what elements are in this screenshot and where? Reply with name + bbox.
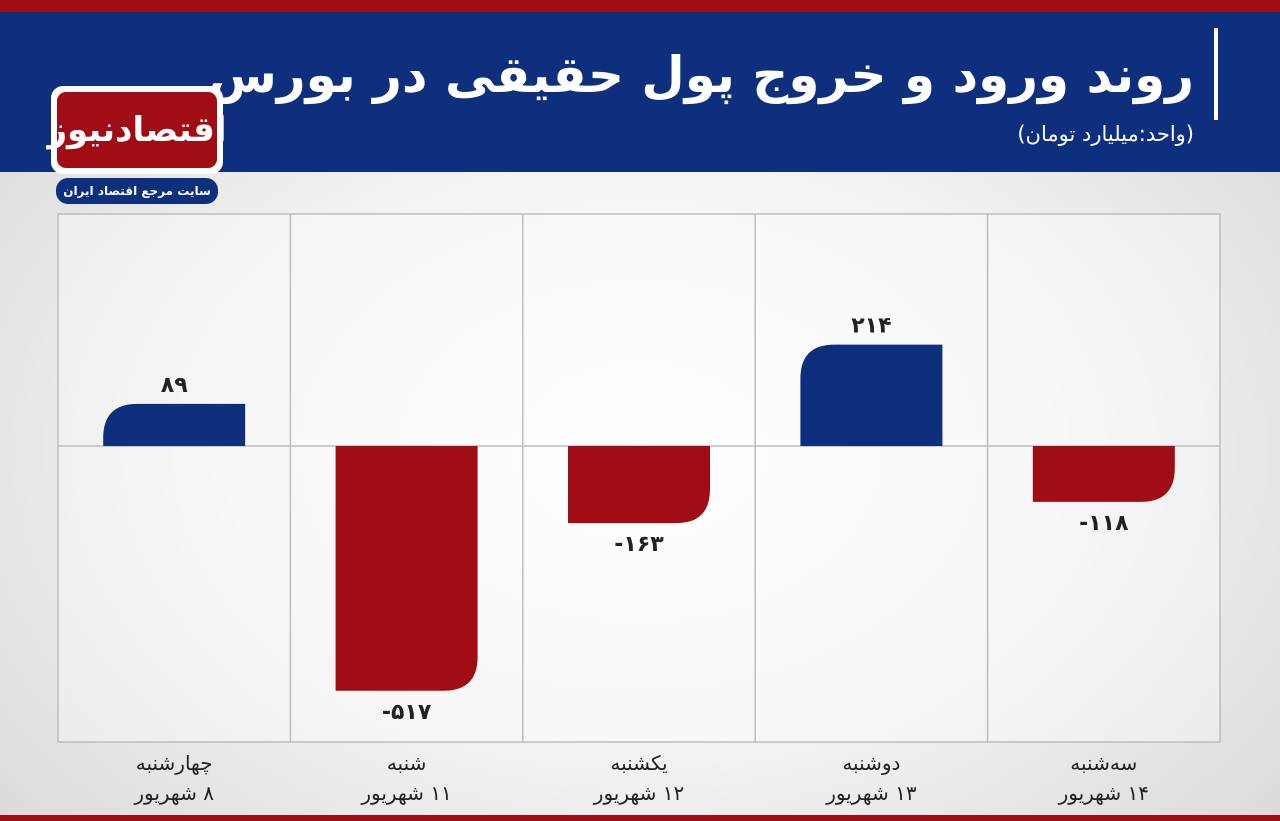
bar-5: [1032, 446, 1175, 502]
bar-value-label-4: ۲۱۴: [851, 314, 891, 339]
bar-value-label-1: ۸۹: [161, 373, 188, 398]
logo-badge: اقتصادنیوز: [47, 92, 227, 168]
bottom-accent-strip: [0, 815, 1280, 821]
chart-title: روند ورود و خروج پول حقیقی در بورس: [207, 46, 1194, 104]
category-date-label-5: ۱۴ شهریور: [1058, 781, 1149, 805]
category-day-label-3: یکشنبه: [610, 751, 667, 775]
category-day-label-2: شنبه: [387, 751, 427, 775]
category-date-label-1: ۸ شهریور: [133, 781, 214, 805]
bar-value-label-5: -۱۱۸: [1079, 511, 1129, 536]
logo-text: اقتصادنیوز: [47, 110, 227, 150]
bar-1: [103, 403, 246, 446]
top-accent-strip: [0, 0, 1280, 12]
logo-slogan: سایت مرجع اقتصاد ایران: [56, 178, 218, 204]
category-day-label-5: سه‌شنبه: [1070, 751, 1137, 775]
category-date-label-3: ۱۲ شهریور: [593, 781, 684, 805]
category-date-label-4: ۱۳ شهریور: [825, 781, 917, 805]
chart-unit: (واحد:میلیارد تومان): [1017, 122, 1194, 146]
bar-value-label-3: -۱۶۳: [614, 532, 664, 557]
bar-3: [568, 446, 710, 524]
title-divider: [1214, 28, 1218, 120]
category-day-label-1: چهارشنبه: [136, 751, 213, 775]
category-day-label-4: دوشنبه: [842, 751, 900, 775]
bar-value-label-2: -۵۱۷: [382, 700, 432, 725]
bar-4: [800, 344, 943, 446]
bar-2: [335, 446, 478, 691]
logo: اقتصادنیوز: [47, 86, 227, 174]
category-date-label-2: ۱۱ شهریور: [360, 781, 451, 805]
